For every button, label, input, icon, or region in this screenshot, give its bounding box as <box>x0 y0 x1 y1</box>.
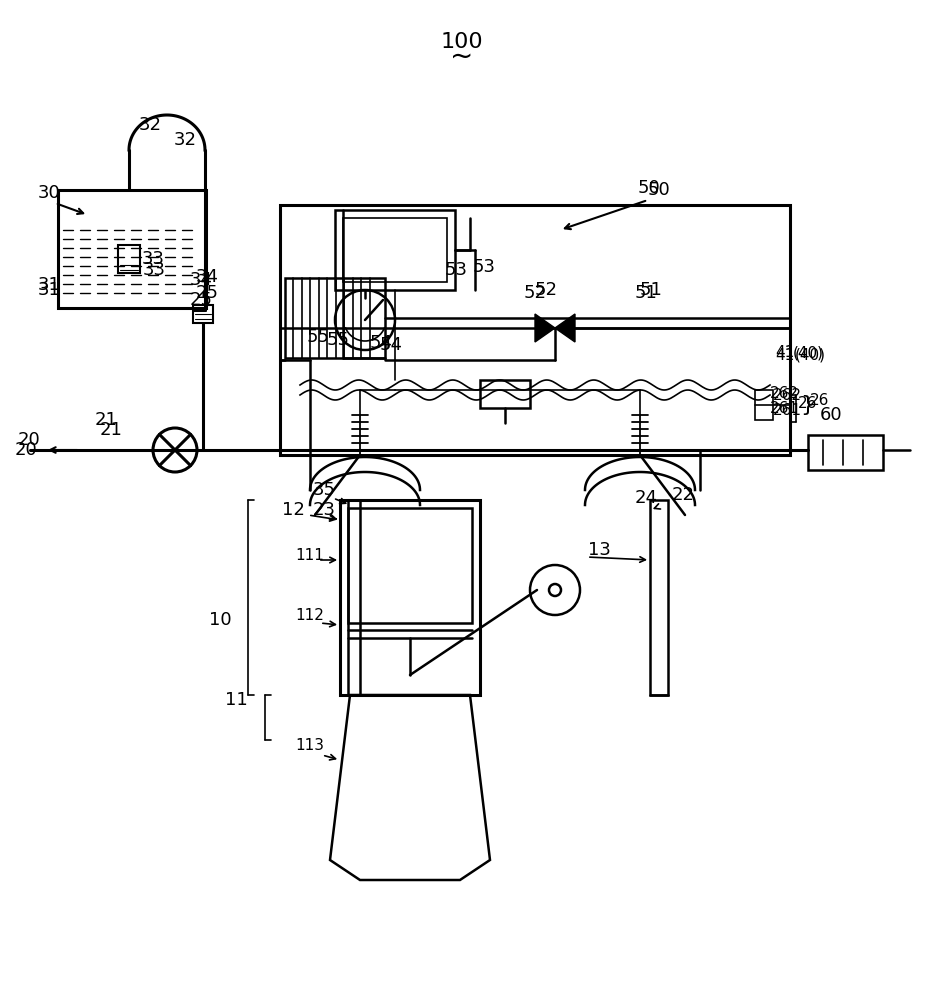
Text: 50: 50 <box>638 179 660 197</box>
Bar <box>335 210 455 290</box>
Text: 30: 30 <box>38 184 61 202</box>
Bar <box>340 500 480 695</box>
Text: 11: 11 <box>225 691 247 709</box>
Text: 112: 112 <box>295 608 324 623</box>
Text: 13: 13 <box>588 541 610 559</box>
Text: 32: 32 <box>139 116 162 134</box>
Text: 54: 54 <box>380 336 403 354</box>
Text: 53: 53 <box>473 258 496 276</box>
Text: 23: 23 <box>313 501 336 519</box>
Text: 26: 26 <box>798 396 818 411</box>
Text: 35: 35 <box>313 481 336 499</box>
Bar <box>285 278 385 358</box>
Text: 31: 31 <box>38 276 61 294</box>
Text: 261: 261 <box>773 403 802 418</box>
Text: 54: 54 <box>370 334 393 352</box>
Text: 51: 51 <box>635 284 658 302</box>
Text: 33: 33 <box>143 261 166 279</box>
Bar <box>348 508 472 623</box>
Text: 20: 20 <box>18 431 41 449</box>
Text: }: } <box>800 395 814 415</box>
Text: 26: 26 <box>810 393 830 408</box>
Text: 12: 12 <box>282 501 305 519</box>
Text: 22: 22 <box>672 486 695 504</box>
Text: 52: 52 <box>524 284 547 302</box>
Text: 10: 10 <box>209 611 231 629</box>
Text: 55: 55 <box>327 331 350 349</box>
Bar <box>118 245 140 273</box>
Text: 21: 21 <box>100 421 123 439</box>
Text: 262: 262 <box>770 386 799 401</box>
Text: 113: 113 <box>295 738 324 753</box>
Text: 261: 261 <box>770 401 799 416</box>
Text: 24: 24 <box>635 489 658 507</box>
Text: 51: 51 <box>640 281 663 299</box>
Text: 50: 50 <box>648 181 671 199</box>
Text: 55: 55 <box>307 328 330 346</box>
Text: (40): (40) <box>795 348 826 363</box>
Text: 34: 34 <box>196 268 219 286</box>
Bar <box>480 380 530 408</box>
Text: 20: 20 <box>15 441 38 459</box>
Text: ~: ~ <box>450 43 474 71</box>
Bar <box>58 190 206 308</box>
Bar <box>193 305 213 323</box>
Text: 100: 100 <box>440 32 483 52</box>
Text: 41: 41 <box>775 345 795 360</box>
Bar <box>650 500 668 695</box>
Bar <box>808 435 883 470</box>
Text: 33: 33 <box>142 250 165 268</box>
Text: 34: 34 <box>190 271 213 289</box>
Text: 60: 60 <box>820 406 843 424</box>
Bar <box>755 390 773 420</box>
Text: 32: 32 <box>174 131 197 149</box>
Text: (40): (40) <box>793 345 824 360</box>
Text: 41: 41 <box>775 348 795 363</box>
Bar <box>280 205 790 455</box>
Polygon shape <box>535 314 555 342</box>
Text: 262: 262 <box>773 388 802 403</box>
Polygon shape <box>555 314 575 342</box>
Text: 25: 25 <box>190 291 213 309</box>
Text: 52: 52 <box>535 281 558 299</box>
Bar <box>343 218 447 282</box>
Text: 111: 111 <box>295 548 324 563</box>
Text: 53: 53 <box>445 261 468 279</box>
Text: 31: 31 <box>38 281 61 299</box>
Text: 21: 21 <box>95 411 117 429</box>
Text: 25: 25 <box>196 284 219 302</box>
